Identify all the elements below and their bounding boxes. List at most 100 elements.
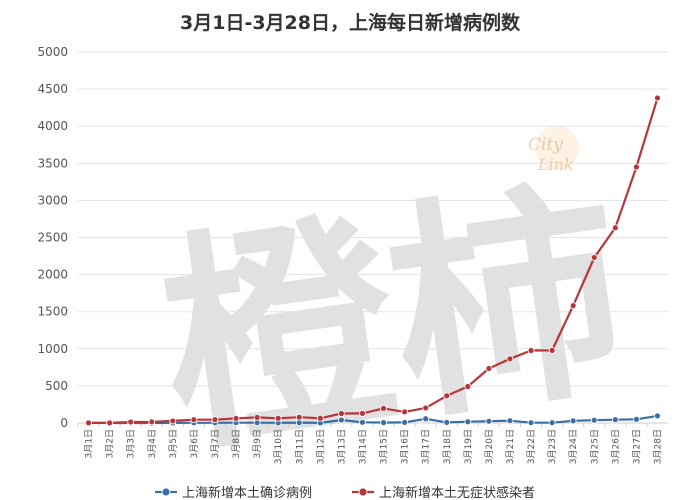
data-point xyxy=(485,365,493,372)
data-point xyxy=(380,404,387,412)
data-point xyxy=(632,163,640,171)
data-point xyxy=(422,404,430,412)
data-point xyxy=(506,417,514,425)
data-point xyxy=(527,419,535,427)
y-tick-label: 3000 xyxy=(37,193,68,207)
x-tick-label: 3月10日 xyxy=(273,429,284,464)
chart-title: 3月1日-3月28日，上海每日新增病例数 xyxy=(180,12,520,34)
data-point xyxy=(253,413,261,421)
data-point xyxy=(590,416,598,424)
data-point xyxy=(337,416,345,424)
data-point xyxy=(337,410,345,417)
x-tick-label: 3月14日 xyxy=(357,429,368,464)
data-point xyxy=(232,414,240,422)
data-point xyxy=(85,419,92,427)
series-line xyxy=(88,414,658,425)
x-tick-label: 3月5日 xyxy=(168,429,179,458)
data-point xyxy=(590,254,598,261)
series-2 xyxy=(85,94,661,427)
watermark-logo-top: City xyxy=(528,135,563,155)
x-tick-label: 3月13日 xyxy=(336,429,347,464)
x-tick-label: 3月21日 xyxy=(505,429,516,464)
y-tick-label: 1500 xyxy=(37,305,68,319)
x-tick-label: 3月20日 xyxy=(484,429,495,464)
legend-marker xyxy=(358,487,368,497)
x-tick-label: 3月26日 xyxy=(610,429,621,464)
data-point xyxy=(295,413,303,421)
data-point xyxy=(527,347,535,354)
data-point xyxy=(443,419,451,426)
legend-label: 上海新增本土无症状感染者 xyxy=(379,485,535,500)
watermark-logo-icon xyxy=(535,126,579,170)
data-point xyxy=(211,416,219,424)
x-tick-label: 3月2日 xyxy=(105,429,116,458)
series-line xyxy=(88,97,659,424)
x-tick-label: 3月9日 xyxy=(252,429,263,458)
data-point xyxy=(548,419,556,427)
legend-item: 上海新增本土确诊病例 xyxy=(155,485,312,500)
data-point xyxy=(654,94,661,102)
data-point xyxy=(127,418,135,426)
y-tick-label: 2000 xyxy=(37,268,68,282)
y-tick-label: 1000 xyxy=(37,342,68,356)
x-tick-label: 3月22日 xyxy=(526,429,537,464)
data-point xyxy=(443,392,451,400)
x-tick-label: 3月6日 xyxy=(189,429,200,458)
data-point xyxy=(380,419,387,427)
x-tick-label: 3月25日 xyxy=(589,429,600,464)
data-point xyxy=(169,417,177,425)
x-tick-label: 3月18日 xyxy=(442,429,453,464)
data-point xyxy=(485,417,493,425)
legend-marker xyxy=(161,487,171,497)
watermark: 橙柿 xyxy=(146,126,639,486)
x-tick-label: 3月27日 xyxy=(631,429,642,464)
legend: 上海新增本土确诊病例 上海新增本土无症状感染者 xyxy=(155,485,535,500)
y-tick-label: 4500 xyxy=(37,82,68,96)
watermark-chars: 橙柿 xyxy=(146,154,639,485)
y-tick-label: 3500 xyxy=(37,156,68,170)
data-point xyxy=(464,383,472,390)
x-tick-label: 3月12日 xyxy=(315,429,326,464)
x-tick-label: 3月11日 xyxy=(294,429,305,464)
y-tick-label: 500 xyxy=(45,379,68,393)
data-point xyxy=(464,418,472,426)
watermark-logo-bottom: Link xyxy=(537,155,574,174)
data-point xyxy=(316,414,324,422)
data-point xyxy=(654,412,661,420)
x-tick-label: 3月7日 xyxy=(210,429,221,458)
data-point xyxy=(148,418,156,426)
data-point xyxy=(190,416,198,424)
y-tick-label: 2500 xyxy=(37,231,68,245)
legend-label: 上海新增本土确诊病例 xyxy=(182,485,312,500)
data-point xyxy=(422,415,430,423)
data-point xyxy=(548,346,556,354)
x-tick-label: 3月15日 xyxy=(379,429,390,464)
series-layer xyxy=(85,94,661,427)
x-tick-label: 3月23日 xyxy=(547,429,558,464)
x-tick-label: 3月4日 xyxy=(147,429,158,458)
data-point xyxy=(611,224,619,232)
data-point xyxy=(401,419,409,426)
data-point xyxy=(359,409,366,417)
data-point xyxy=(569,302,577,310)
data-point xyxy=(569,417,577,425)
x-tick-label: 3月28日 xyxy=(652,429,663,464)
y-tick-label: 0 xyxy=(60,416,68,430)
x-tick-label: 3月8日 xyxy=(231,429,242,458)
x-tick-label: 3月1日 xyxy=(84,429,95,458)
data-point xyxy=(632,415,640,423)
grid-lines xyxy=(78,51,668,387)
y-tick-label: 5000 xyxy=(37,45,68,59)
y-tick-label: 4000 xyxy=(37,119,68,133)
data-point xyxy=(359,418,366,426)
x-tick-label: 3月24日 xyxy=(568,429,579,464)
x-tick-label: 3月3日 xyxy=(126,429,137,458)
data-point xyxy=(274,414,282,422)
data-point xyxy=(401,408,409,416)
data-point xyxy=(506,355,514,363)
x-tick-label: 3月17日 xyxy=(421,429,432,464)
x-axis-ticks: 3月1日 3月2日 3月3日 3月4日 3月5日 3月6日 3月7日 3月8日 3月9日 3月10… xyxy=(84,429,664,464)
x-tick-label: 3月16日 xyxy=(400,429,411,464)
data-point xyxy=(611,416,619,424)
